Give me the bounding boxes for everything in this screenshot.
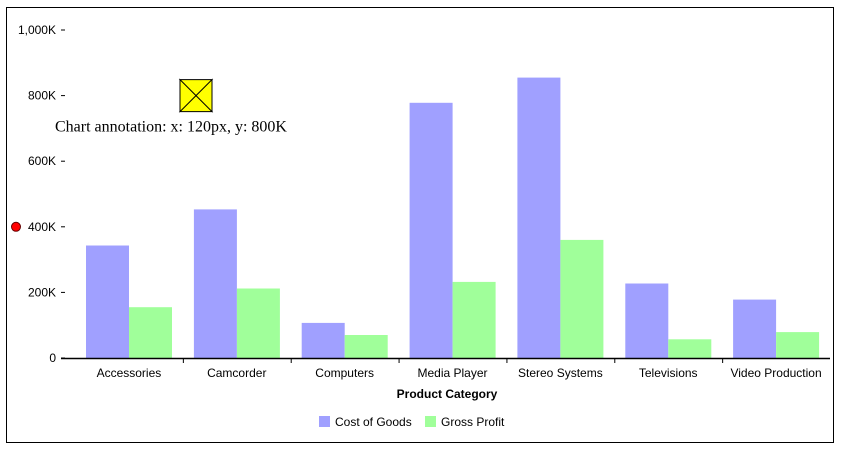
bar-gross-profit-stereo-systems[interactable]	[560, 239, 604, 358]
legend: Cost of Goods Gross Profit	[319, 415, 505, 429]
bar-cost-of-goods-media-player[interactable]	[409, 102, 453, 358]
y-tick-label: 400K	[28, 220, 56, 234]
x-axis-title: Product Category	[397, 387, 498, 401]
red-dot-icon[interactable]	[11, 221, 21, 232]
x-tick-label: Accessories	[97, 366, 162, 380]
y-tick-label: 600K	[28, 154, 56, 168]
bar-gross-profit-media-player[interactable]	[452, 281, 496, 358]
legend-label[interactable]: Gross Profit	[441, 415, 505, 429]
legend-swatch	[319, 416, 330, 427]
bar-gross-profit-accessories[interactable]	[129, 307, 172, 358]
chart-annotation: Chart annotation: x: 120px, y: 800K	[55, 78, 287, 136]
bar-gross-profit-video-production[interactable]	[776, 332, 820, 358]
annotation-text: Chart annotation: x: 120px, y: 800K	[55, 119, 287, 136]
y-tick-label: 200K	[28, 285, 56, 299]
x-tick-label: Video Production	[730, 366, 821, 380]
bar-cost-of-goods-computers[interactable]	[301, 322, 345, 358]
y-tick-label: 1,000K	[18, 23, 56, 37]
yellow-cross-marker-icon[interactable]	[178, 78, 214, 113]
x-tick-label: Televisions	[639, 366, 698, 380]
y-tick-label: 0	[49, 351, 56, 365]
bar-cost-of-goods-video-production[interactable]	[733, 299, 777, 358]
x-tick-label: Computers	[315, 366, 374, 380]
x-tick-label: Media Player	[417, 366, 487, 380]
bar-gross-profit-televisions[interactable]	[668, 339, 712, 358]
bar-cost-of-goods-stereo-systems[interactable]	[517, 77, 561, 358]
x-tick-label: Camcorder	[207, 366, 266, 380]
legend-swatch	[425, 416, 436, 427]
bar-gross-profit-computers[interactable]	[344, 335, 388, 358]
legend-label[interactable]: Cost of Goods	[335, 415, 412, 429]
y-tick-label: 800K	[28, 89, 56, 103]
x-axis: Accessories Camcorder Computers Media Playe…	[61, 357, 830, 380]
y-axis: 0 200K 400K 600K 800K 1,000K	[18, 23, 65, 365]
bar-cost-of-goods-accessories[interactable]	[86, 245, 129, 359]
bars-layer	[86, 77, 820, 359]
bar-cost-of-goods-camcorder[interactable]	[193, 209, 237, 358]
x-tick-label: Stereo Systems	[518, 366, 603, 380]
bar-gross-profit-camcorder[interactable]	[236, 288, 280, 359]
bar-cost-of-goods-televisions[interactable]	[625, 283, 669, 359]
